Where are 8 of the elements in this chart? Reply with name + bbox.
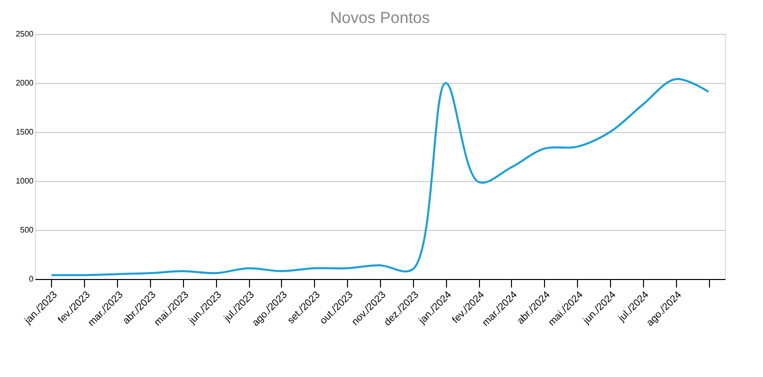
y-tick-label: 1000 <box>16 176 34 186</box>
chart-title: Novos Pontos <box>330 10 430 27</box>
y-tick-label: 500 <box>20 226 34 234</box>
y-tick-label: 1500 <box>16 128 34 136</box>
line-series <box>50 78 710 276</box>
y-tick-label: 0 <box>29 274 34 284</box>
y-tick-label: 2000 <box>16 78 34 88</box>
y-tick-label: 2500 <box>16 30 34 38</box>
